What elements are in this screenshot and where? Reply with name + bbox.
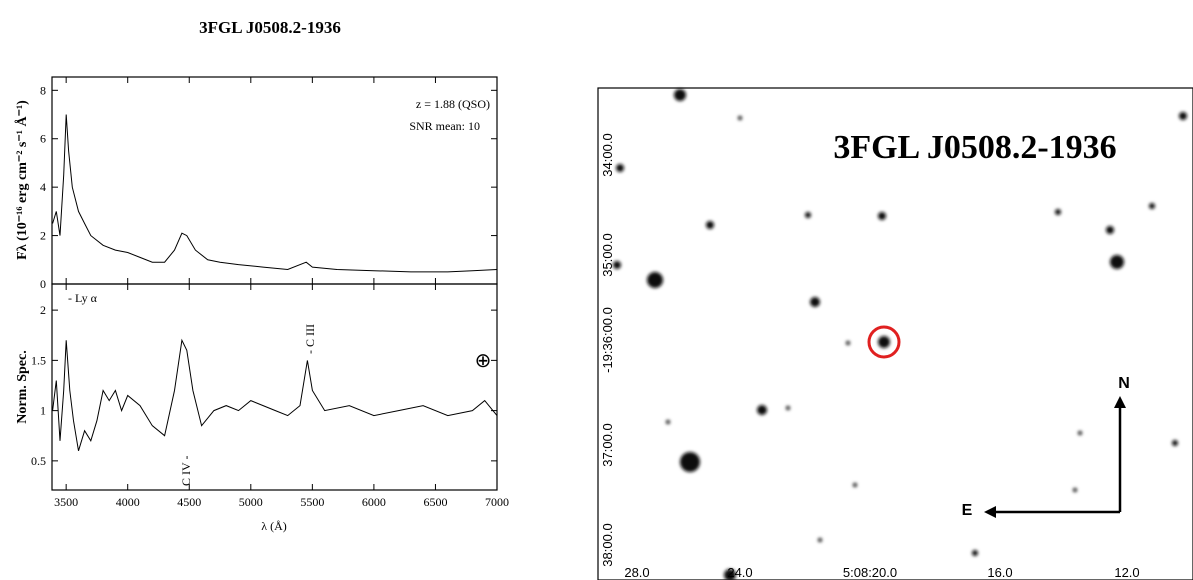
- star: [1179, 112, 1187, 120]
- star: [846, 341, 850, 345]
- ra-label: 12.0: [1114, 565, 1139, 580]
- star: [1110, 255, 1124, 269]
- x-tick-label: 7000: [485, 495, 509, 509]
- x-tick-label: 4000: [116, 495, 140, 509]
- x-tick-label: 6500: [423, 495, 447, 509]
- star: [616, 164, 624, 172]
- star: [706, 221, 714, 229]
- star: [724, 569, 736, 580]
- x-tick-label: 4500: [177, 495, 201, 509]
- y-tick-label: 2: [40, 303, 46, 317]
- y-tick-label: 8: [40, 83, 46, 97]
- x-tick-label: 6000: [362, 495, 386, 509]
- star: [738, 116, 742, 120]
- annotation: - Ly α: [68, 291, 98, 305]
- compass-north: N: [1118, 375, 1130, 392]
- compass-east: E: [962, 502, 973, 519]
- ra-label: 5:08:20.0: [843, 565, 897, 580]
- star: [786, 406, 790, 410]
- star: [810, 297, 820, 307]
- dec-label: 38:00.0: [600, 523, 615, 566]
- plot-frame: [51, 283, 498, 491]
- star: [1073, 488, 1077, 492]
- dec-label: 35:00.0: [600, 233, 615, 276]
- ra-label: 16.0: [987, 565, 1012, 580]
- y-tick-label: 0.5: [31, 454, 46, 468]
- star: [647, 272, 663, 288]
- annotation: ⊕: [475, 350, 492, 372]
- y-axis-label: Fλ (10⁻¹⁶ erg cm⁻² s⁻¹ Å⁻¹): [14, 100, 30, 260]
- target-circle: [867, 325, 901, 359]
- image-title: 3FGL J0508.2-1936: [833, 129, 1116, 166]
- stars: [613, 89, 1187, 580]
- star: [1172, 440, 1178, 446]
- y-tick-label: 6: [40, 132, 46, 146]
- dec-label: 37:00.0: [600, 423, 615, 466]
- star: [972, 550, 978, 556]
- star: [613, 261, 621, 269]
- y-tick-label: 1.5: [31, 353, 46, 367]
- spectrum-line: [52, 338, 498, 451]
- ra-label: 24.0: [727, 565, 752, 580]
- annotation: SNR mean: 10: [409, 119, 480, 133]
- y-tick-label: 4: [40, 180, 46, 194]
- x-tick-label: 5000: [239, 495, 263, 509]
- arrow-head: [984, 506, 996, 518]
- star: [1055, 209, 1061, 215]
- star: [680, 452, 700, 472]
- star: [946, 148, 950, 152]
- x-tick-label: 5500: [300, 495, 324, 509]
- x-axis-label: λ (Å): [261, 519, 286, 533]
- y-tick-label: 2: [40, 229, 46, 243]
- figure-title: 3FGL J0508.2-1936: [199, 18, 341, 37]
- star: [878, 336, 890, 348]
- x-tick-label: 3500: [54, 495, 78, 509]
- spectrum-line: [52, 114, 498, 273]
- annotation: z = 1.88 (QSO): [416, 97, 490, 111]
- dec-label: -19:36:00.0: [600, 307, 615, 373]
- star: [853, 483, 857, 487]
- y-tick-label: 1: [40, 404, 46, 418]
- y-axis-label: Norm. Spec.: [15, 350, 30, 424]
- annotation: - C III: [303, 324, 317, 354]
- ra-label: 28.0: [624, 565, 649, 580]
- star: [805, 212, 811, 218]
- star: [878, 212, 886, 220]
- annotation: C IV -: [179, 456, 193, 486]
- star: [1078, 431, 1082, 435]
- star: [666, 420, 670, 424]
- finding-chart: 3FGL J0508.2-1936 N E 34:00.0 35:00.0 -19:…: [597, 87, 1193, 580]
- star: [1106, 226, 1114, 234]
- y-tick-label: 0: [40, 277, 46, 291]
- arrow-head: [1114, 396, 1126, 408]
- star: [1149, 203, 1155, 209]
- star: [818, 538, 822, 542]
- star: [674, 89, 686, 101]
- dec-label: 34:00.0: [600, 133, 615, 176]
- star: [757, 405, 767, 415]
